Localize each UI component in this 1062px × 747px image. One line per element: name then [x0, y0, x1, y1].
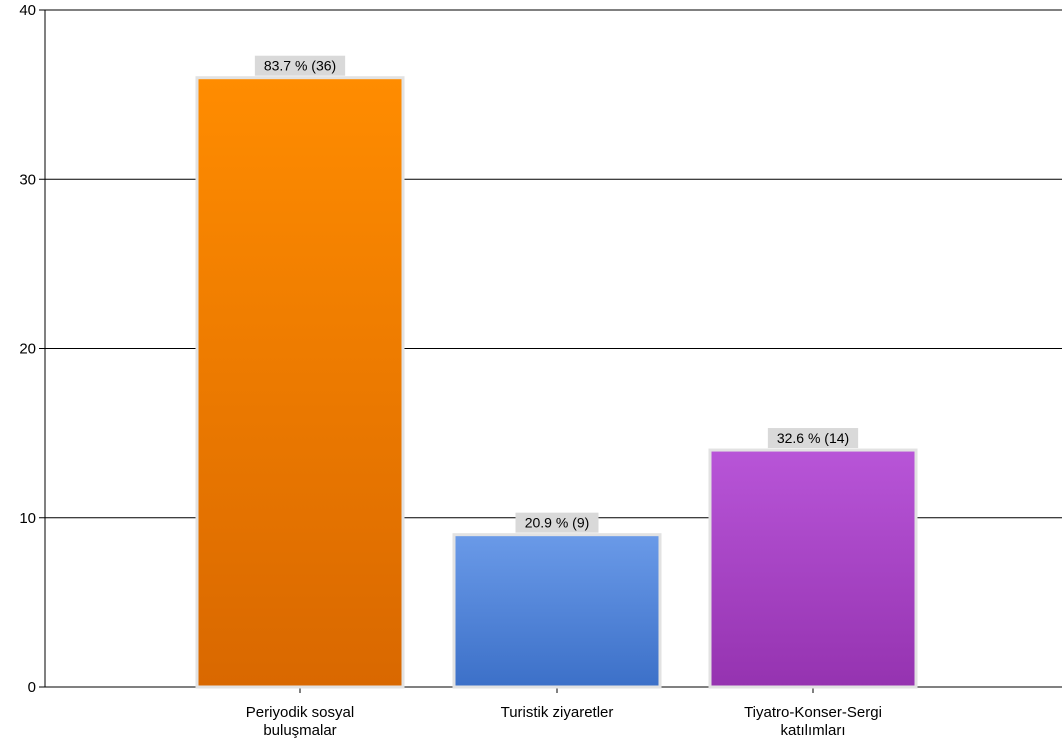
y-tick-label: 40	[19, 2, 36, 19]
data-label-background	[254, 55, 346, 76]
y-tick-label: 0	[28, 679, 36, 696]
bars	[195, 76, 918, 689]
data-label: 83.7 % (36)	[264, 58, 336, 74]
data-label-background	[767, 428, 859, 449]
y-tick-label: 20	[19, 341, 36, 358]
category-label: Turistik ziyaretler	[501, 704, 614, 721]
y-tick-label: 10	[19, 510, 36, 527]
data-label-background	[515, 512, 599, 533]
category-labels: Periyodik sosyal buluşmalar Turistik ziyar…	[246, 704, 882, 739]
category-label: Tiyatro-Konser-Sergi katılımları	[744, 704, 882, 739]
bar	[452, 533, 662, 689]
data-label: 20.9 % (9)	[525, 515, 590, 531]
bar	[195, 76, 405, 689]
data-labels: 83.7 % (36) 20.9 % (9) 32.6 % (14)	[254, 55, 859, 533]
bar	[708, 448, 918, 689]
category-label: Periyodik sosyal buluşmalar	[246, 704, 354, 739]
y-tick-label: 30	[19, 171, 36, 188]
data-label: 32.6 % (14)	[777, 430, 849, 446]
